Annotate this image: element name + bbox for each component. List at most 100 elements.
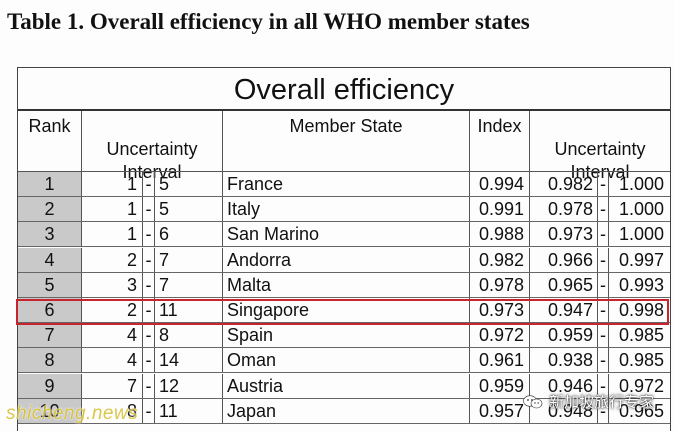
header-member-state-label: Member State [289, 116, 403, 136]
interval-low-cell: 7 [82, 373, 143, 398]
table-caption: Table 1. Overall efficiency in all WHO m… [7, 9, 530, 34]
index-interval-high-cell: 1.000 [618, 224, 664, 245]
index-interval-high-cell: 0.998 [618, 300, 664, 320]
header-index: Index [470, 111, 530, 171]
index-cell: 0.972 [470, 323, 530, 348]
interval-dash: - [143, 172, 155, 196]
rank-cell: 2 [18, 197, 82, 222]
index-cell: 0.988 [470, 222, 530, 247]
index-interval-high-cell: 1.000 [618, 199, 664, 220]
interval-high-cell: 7 [155, 247, 223, 272]
interval-low-cell: 3 [82, 272, 143, 297]
index-interval-dash: - [598, 298, 609, 322]
header-index-uncertainty-label: Uncertainty Interval [554, 139, 646, 182]
table-row: 3 1-6 San Marino 0.988 0.973-1.000 [18, 222, 670, 248]
index-interval-dash: - [598, 398, 609, 423]
index-cell: 0.957 [470, 398, 530, 423]
interval-high-cell: 6 [155, 222, 223, 247]
index-interval-high-cell: 0.985 [618, 325, 664, 346]
header-uncertainty-interval: Uncertainty Interval [82, 111, 223, 182]
header-rank-label: Rank [28, 116, 71, 136]
interval-dash: - [143, 272, 155, 297]
member-state-cell: Singapore [223, 298, 470, 322]
interval-dash: - [143, 222, 155, 247]
header-index-label: Index [477, 116, 522, 136]
index-cell: 0.959 [470, 373, 530, 398]
rank-cell: 1 [18, 172, 82, 196]
index-interval-dash: - [598, 172, 609, 196]
watermark-wechat-text: 新加坡旅行专家 [549, 394, 655, 411]
table-row: 2 1-5 Italy 0.991 0.978-1.000 [18, 197, 670, 223]
index-cell: 0.982 [470, 247, 530, 272]
interval-low-cell: 1 [82, 222, 143, 247]
rank-cell: 3 [18, 222, 82, 247]
member-state-cell: Oman [223, 348, 470, 373]
header-member-state: Member State [223, 111, 470, 171]
index-cell: 0.991 [470, 197, 530, 222]
index-interval-low-cell: 0.978 [530, 197, 598, 222]
rank-cell: 4 [18, 247, 82, 272]
index-interval-low-cell: 0.959 [530, 323, 598, 348]
rank-cell: 8 [18, 348, 82, 373]
interval-low-cell: 4 [82, 348, 143, 373]
rank-cell: 10 [18, 398, 82, 423]
interval-high-cell: 5 [155, 172, 223, 196]
interval-low-cell: 8 [82, 398, 143, 423]
member-state-cell: Japan [223, 398, 470, 423]
index-interval-low-cell: 0.982 [530, 172, 598, 196]
interval-dash: - [143, 197, 155, 222]
index-cell: 0.994 [470, 172, 530, 196]
interval-high-cell: 11 [155, 298, 223, 322]
interval-dash: - [143, 398, 155, 423]
index-interval-dash: - [598, 272, 609, 297]
table-row: 8 4-14 Oman 0.961 0.938-0.985 [18, 348, 670, 374]
interval-dash: - [143, 373, 155, 398]
table-row: 7 4-8 Spain 0.972 0.959-0.985 [18, 323, 670, 349]
member-state-cell: France [223, 172, 470, 196]
table-row: 6 2-11 Singapore 0.973 0.947-0.998 [18, 298, 670, 323]
index-interval-low-cell: 0.973 [530, 222, 598, 247]
watermark-wechat: 新加坡旅行专家 [523, 391, 654, 412]
index-interval-low-cell: 0.938 [530, 348, 598, 373]
header-rank: Rank [18, 111, 82, 171]
interval-high-cell: 8 [155, 323, 223, 348]
interval-dash: - [143, 298, 155, 322]
interval-high-cell: 14 [155, 348, 223, 373]
index-interval-dash: - [598, 222, 609, 247]
rank-cell: 9 [18, 373, 82, 398]
table-row: 5 3-7 Malta 0.978 0.965-0.993 [18, 272, 670, 298]
interval-dash: - [143, 247, 155, 272]
index-cell: 0.973 [470, 298, 530, 322]
member-state-cell: San Marino [223, 222, 470, 247]
interval-low-cell: 1 [82, 172, 143, 196]
watermark-shicheng: shicheng.news [6, 403, 139, 424]
table-row: 1 1-5 France 0.994 0.982-1.000 [18, 172, 670, 197]
rank-cell: 6 [18, 298, 82, 322]
rank-cell: 7 [18, 323, 82, 348]
index-interval-low-cell: 0.966 [530, 247, 598, 272]
member-state-cell: Spain [223, 323, 470, 348]
index-interval-dash: - [598, 197, 609, 222]
index-interval-low-cell: 0.947 [530, 298, 598, 322]
index-interval-low-cell: 0.948 [530, 398, 598, 423]
table-row: 9 7-12 Austria 0.959 0.946-0.972 [18, 373, 670, 399]
rank-cell: 5 [18, 272, 82, 297]
interval-low-cell: 1 [82, 197, 143, 222]
interval-low-cell: 2 [82, 298, 143, 322]
table-title: Overall efficiency [18, 67, 670, 111]
index-interval-low-cell: 0.965 [530, 272, 598, 297]
member-state-cell: Andorra [223, 247, 470, 272]
member-state-cell: Italy [223, 197, 470, 222]
index-interval-dash: - [598, 323, 609, 348]
interval-high-cell: 7 [155, 272, 223, 297]
index-interval-dash: - [598, 247, 609, 272]
interval-high-cell: 5 [155, 197, 223, 222]
interval-low-cell: 2 [82, 247, 143, 272]
index-interval-high-cell: 1.000 [618, 174, 664, 194]
header-divider [18, 171, 670, 172]
index-interval-low-cell: 0.946 [530, 373, 598, 398]
table-row: 10 8-11 Japan 0.957 0.948-0.965 [18, 398, 670, 424]
member-state-cell: Malta [223, 272, 470, 297]
interval-high-cell: 11 [155, 398, 223, 423]
index-cell: 0.961 [470, 348, 530, 373]
